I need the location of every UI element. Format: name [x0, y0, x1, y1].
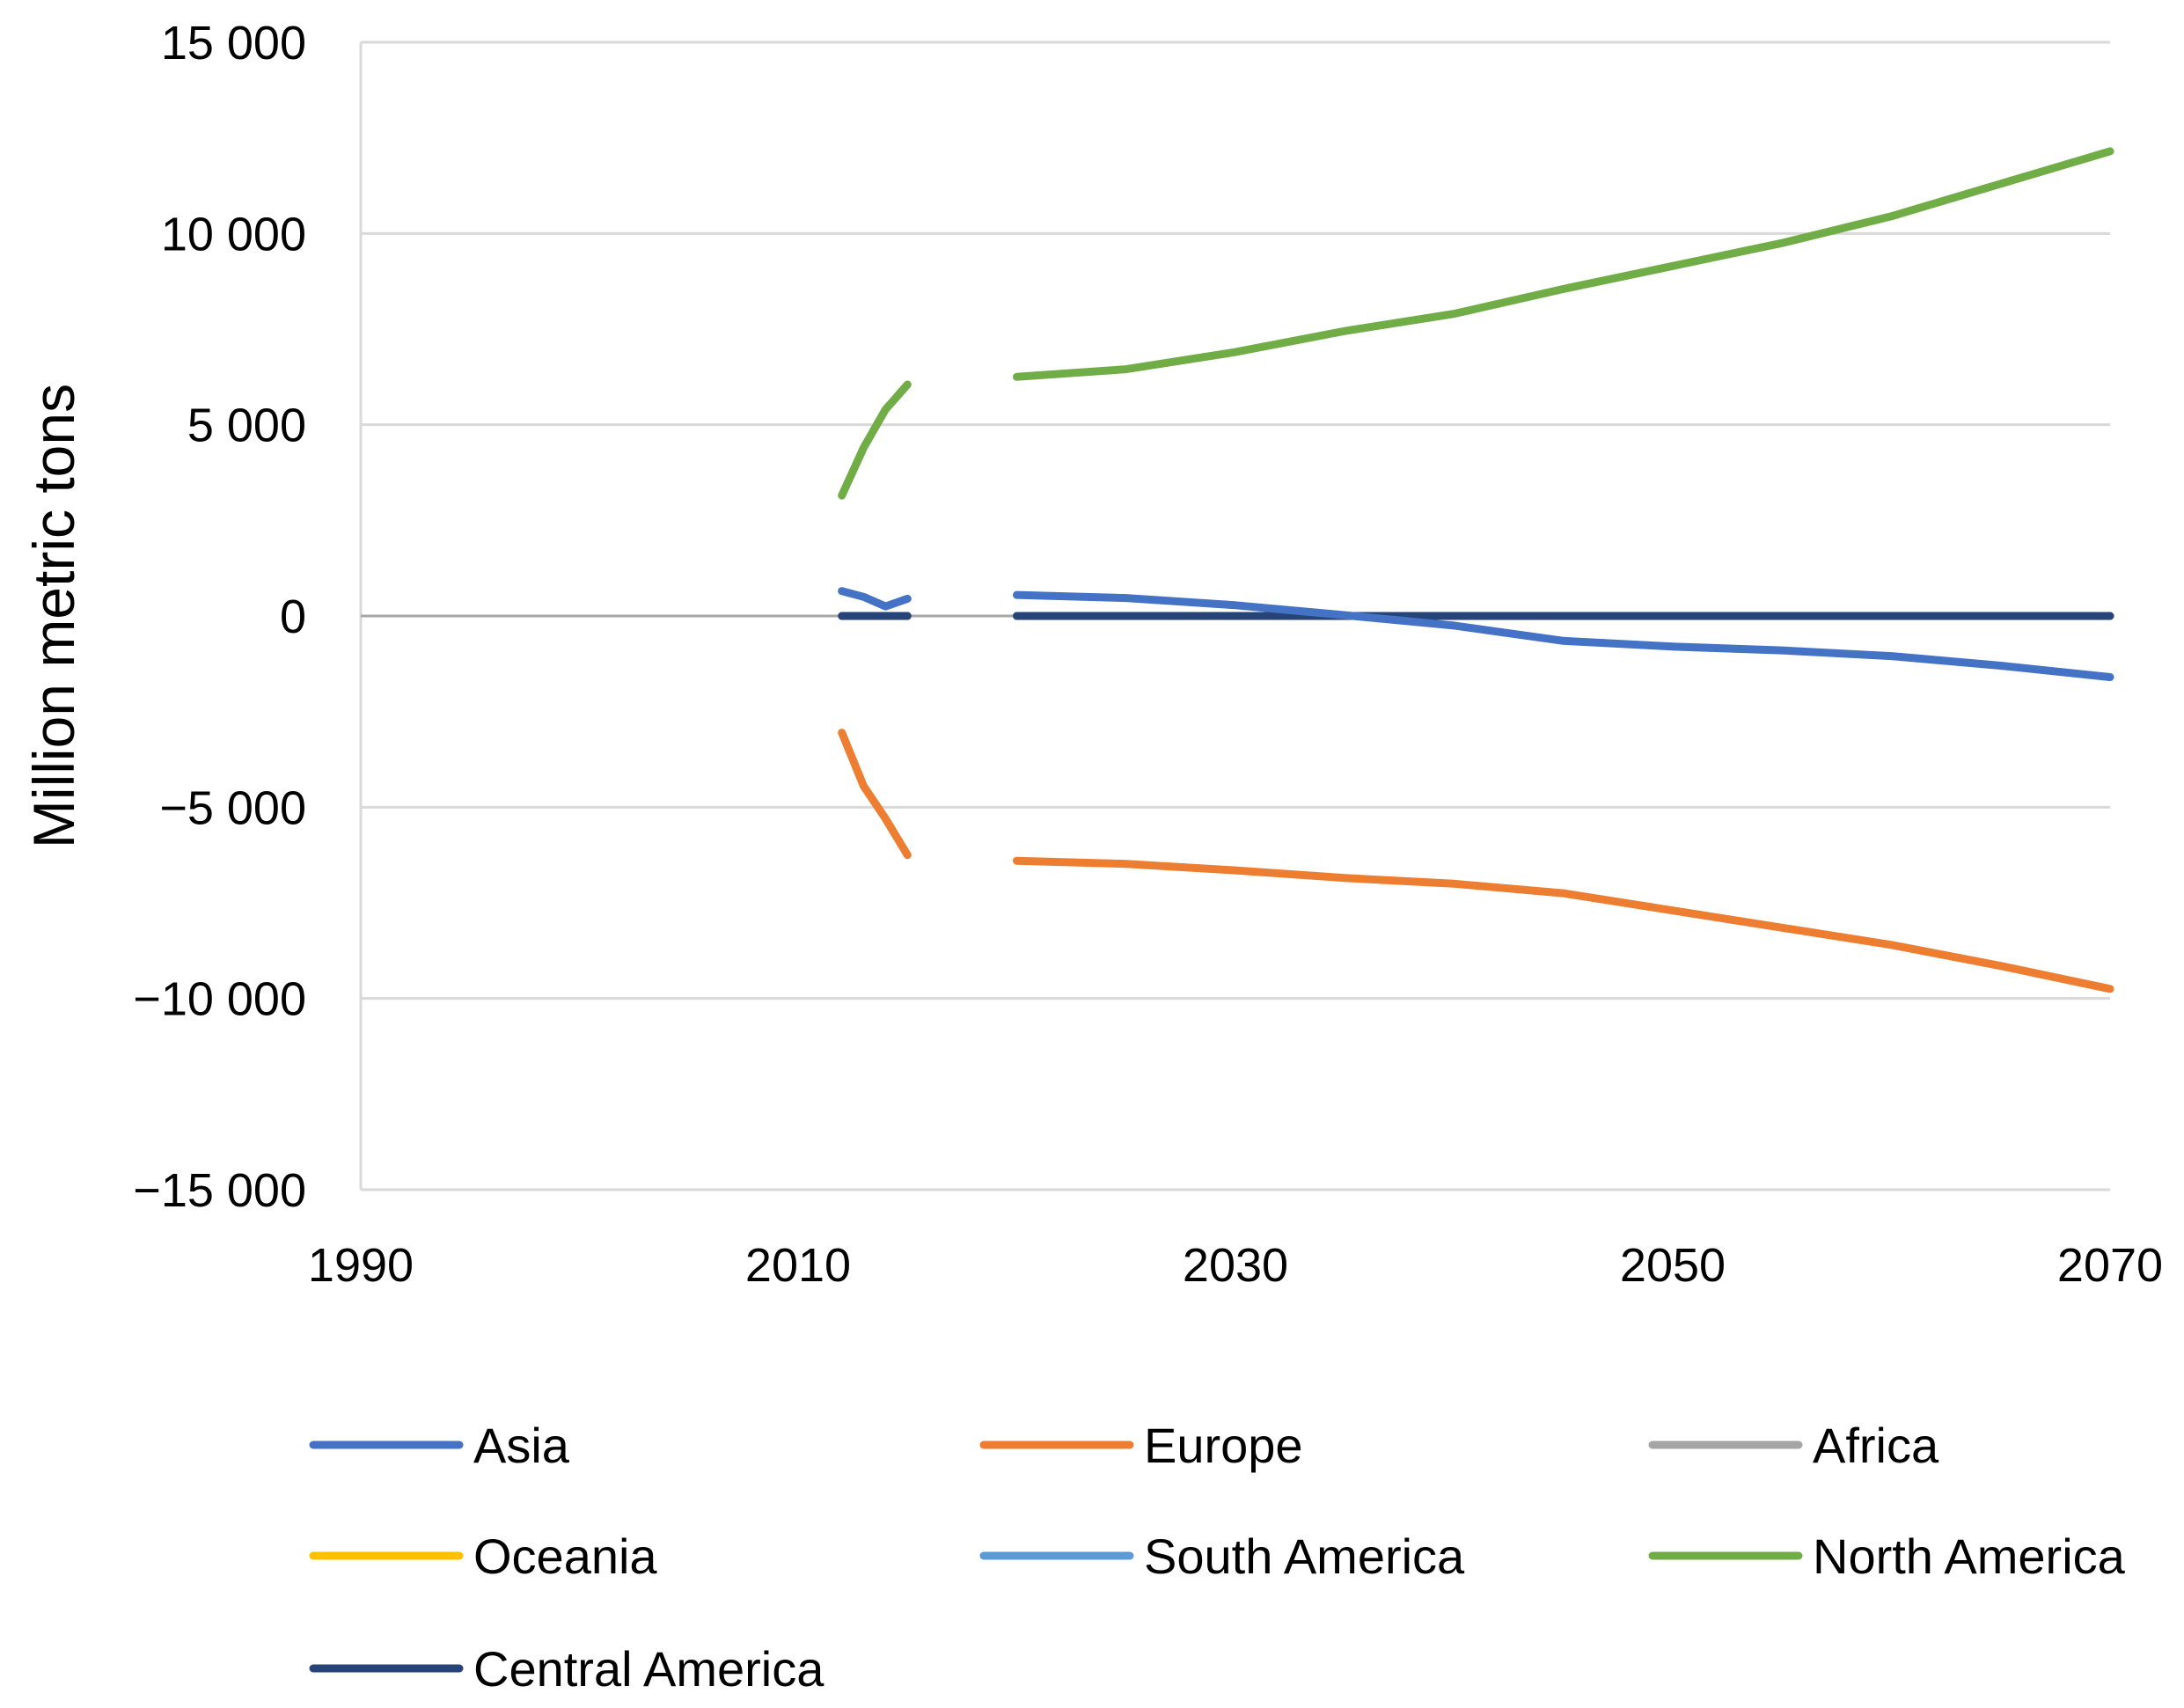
legend-label: Asia [473, 1418, 570, 1473]
legend-label: Africa [1813, 1418, 1939, 1473]
legend-label: Oceania [473, 1528, 657, 1584]
y-tick-label: −5 000 [159, 781, 306, 834]
legend-item: South America [979, 1528, 1465, 1584]
legend-item: Central America [309, 1641, 824, 1697]
gridlines [361, 40, 2110, 1001]
y-tick-label: −15 000 [133, 1164, 306, 1217]
tick-labels: 15 000 10 000 5 000 0 −5 000 −10 000 −15 00019… [133, 17, 2163, 1292]
y-tick-label: 5 000 [187, 400, 306, 452]
y-tick-label: 15 000 [161, 17, 306, 70]
series-line-north-america [838, 380, 912, 500]
y-tick-label: −10 000 [133, 973, 306, 1026]
series-line-europe [838, 729, 912, 860]
legend-item: Oceania [309, 1528, 657, 1584]
series-lines [838, 147, 2114, 993]
legend-item: Africa [1648, 1418, 1939, 1473]
legend-label: North America [1813, 1528, 2126, 1584]
y-axis-title: Million metric tons [21, 384, 86, 848]
x-tick-label: 2050 [1620, 1239, 1726, 1292]
x-tick-label: 2010 [745, 1239, 851, 1292]
x-tick-label: 2070 [2057, 1239, 2163, 1292]
legend-item: North America [1648, 1528, 2126, 1584]
series-line-asia [1013, 590, 2114, 681]
legend-label: South America [1144, 1528, 1465, 1584]
legend-label: Europe [1144, 1418, 1303, 1473]
y-tick-label: 10 000 [161, 208, 306, 260]
legend-item: Asia [309, 1418, 570, 1473]
x-tick-label: 2030 [1183, 1239, 1288, 1292]
series-line-asia [838, 587, 912, 611]
legend: Asia Europe Africa Oceania South America Nort… [309, 1418, 2126, 1697]
y-tick-label: 0 [280, 590, 306, 643]
legend-label: Central America [473, 1641, 824, 1697]
series-line-europe [1013, 856, 2114, 993]
x-tick-label: 1990 [308, 1239, 414, 1292]
legend-item: Europe [979, 1418, 1303, 1473]
series-line-north-america [1013, 147, 2114, 381]
